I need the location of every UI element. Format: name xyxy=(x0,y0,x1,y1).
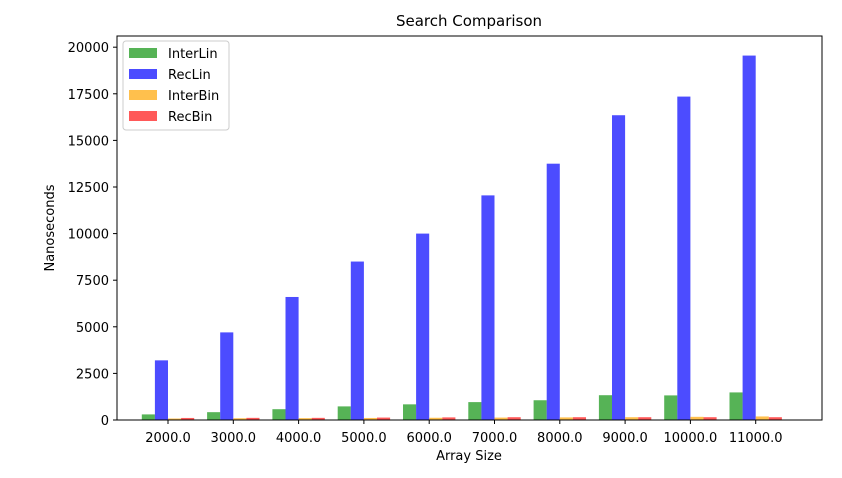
y-axis-title: Nanoseconds xyxy=(43,184,58,271)
bar-reclin-5000.0 xyxy=(350,261,364,420)
legend-swatch-interbin xyxy=(129,90,157,100)
x-tick-label: 2000.0 xyxy=(145,431,191,446)
bar-reclin-4000.0 xyxy=(285,296,299,420)
legend-box xyxy=(122,40,230,131)
y-tick-label: 20000 xyxy=(68,41,109,56)
bars-group xyxy=(141,55,782,421)
bar-interlin-4000.0 xyxy=(272,409,286,420)
bar-reclin-2000.0 xyxy=(154,360,168,420)
legend-label-recbin: RecBin xyxy=(168,110,212,125)
legend-label-interbin: InterBin xyxy=(168,89,219,104)
y-tick-label: 12500 xyxy=(68,181,109,196)
x-tick-label: 6000.0 xyxy=(406,431,452,446)
y-tick-label: 2500 xyxy=(76,367,109,382)
bar-recbin-11000.0 xyxy=(768,417,782,420)
bar-reclin-3000.0 xyxy=(220,332,234,420)
y-tick-label: 17500 xyxy=(68,88,109,103)
y-tick-label: 10000 xyxy=(68,228,109,243)
bar-interlin-9000.0 xyxy=(598,395,612,420)
chart-title: Search Comparison xyxy=(396,12,542,30)
bar-interbin-8000.0 xyxy=(559,417,573,420)
bar-recbin-6000.0 xyxy=(442,417,456,420)
bar-recbin-4000.0 xyxy=(311,417,325,420)
bar-interbin-5000.0 xyxy=(363,417,377,420)
bar-interlin-8000.0 xyxy=(533,400,547,420)
bar-recbin-10000.0 xyxy=(703,417,717,420)
x-axis-title: Array Size xyxy=(436,449,502,464)
bar-interbin-10000.0 xyxy=(690,416,704,420)
bar-reclin-8000.0 xyxy=(546,163,560,420)
bar-interlin-10000.0 xyxy=(664,395,678,420)
bar-reclin-11000.0 xyxy=(742,55,756,420)
bar-interbin-11000.0 xyxy=(755,416,769,420)
bar-reclin-10000.0 xyxy=(677,96,691,421)
y-tick-label: 15000 xyxy=(68,134,109,149)
legend-label-reclin: RecLin xyxy=(168,68,211,83)
bar-interbin-7000.0 xyxy=(494,417,508,420)
legend-label-interlin: InterLin xyxy=(168,47,218,62)
legend: InterLin RecLin InterBin RecBin xyxy=(122,40,230,131)
bar-recbin-2000.0 xyxy=(181,417,195,420)
x-tick-label: 9000.0 xyxy=(602,431,648,446)
bar-interbin-2000.0 xyxy=(168,418,182,420)
y-tick-label: 7500 xyxy=(76,274,109,289)
x-tick-label: 5000.0 xyxy=(341,431,387,446)
y-axis: 0 2500 5000 7500 10000 12500 15000 17500 20000 xyxy=(68,41,117,429)
plot-frame xyxy=(116,35,823,421)
x-axis: 2000.0 3000.0 4000.0 5000.0 6000.0 7000.0 8000… xyxy=(145,420,783,446)
bar-interbin-9000.0 xyxy=(625,417,639,420)
x-tick-label: 11000.0 xyxy=(729,431,783,446)
x-tick-label: 3000.0 xyxy=(211,431,257,446)
bar-interbin-3000.0 xyxy=(233,418,247,420)
bar-interlin-11000.0 xyxy=(729,392,743,420)
bar-recbin-3000.0 xyxy=(246,417,260,420)
x-tick-label: 4000.0 xyxy=(276,431,322,446)
bar-recbin-9000.0 xyxy=(638,417,652,420)
legend-swatch-interlin xyxy=(129,48,157,58)
bar-interlin-5000.0 xyxy=(337,406,351,420)
y-tick-label: 0 xyxy=(101,414,109,429)
x-tick-label: 8000.0 xyxy=(537,431,583,446)
bar-interbin-6000.0 xyxy=(429,417,443,420)
bar-recbin-7000.0 xyxy=(507,417,521,420)
y-tick-label: 5000 xyxy=(76,321,109,336)
bar-reclin-6000.0 xyxy=(416,233,430,420)
x-tick-label: 7000.0 xyxy=(472,431,518,446)
bar-reclin-7000.0 xyxy=(481,195,495,420)
x-tick-label: 10000.0 xyxy=(664,431,718,446)
legend-swatch-recbin xyxy=(129,111,157,121)
bar-interbin-4000.0 xyxy=(298,418,312,420)
bar-interlin-6000.0 xyxy=(403,404,417,420)
bar-reclin-9000.0 xyxy=(612,115,626,420)
bar-interlin-3000.0 xyxy=(207,412,221,420)
bar-interlin-7000.0 xyxy=(468,402,482,420)
bar-recbin-8000.0 xyxy=(572,417,586,420)
bar-interlin-2000.0 xyxy=(141,414,155,420)
legend-swatch-reclin xyxy=(129,69,157,79)
bar-recbin-5000.0 xyxy=(377,417,391,420)
